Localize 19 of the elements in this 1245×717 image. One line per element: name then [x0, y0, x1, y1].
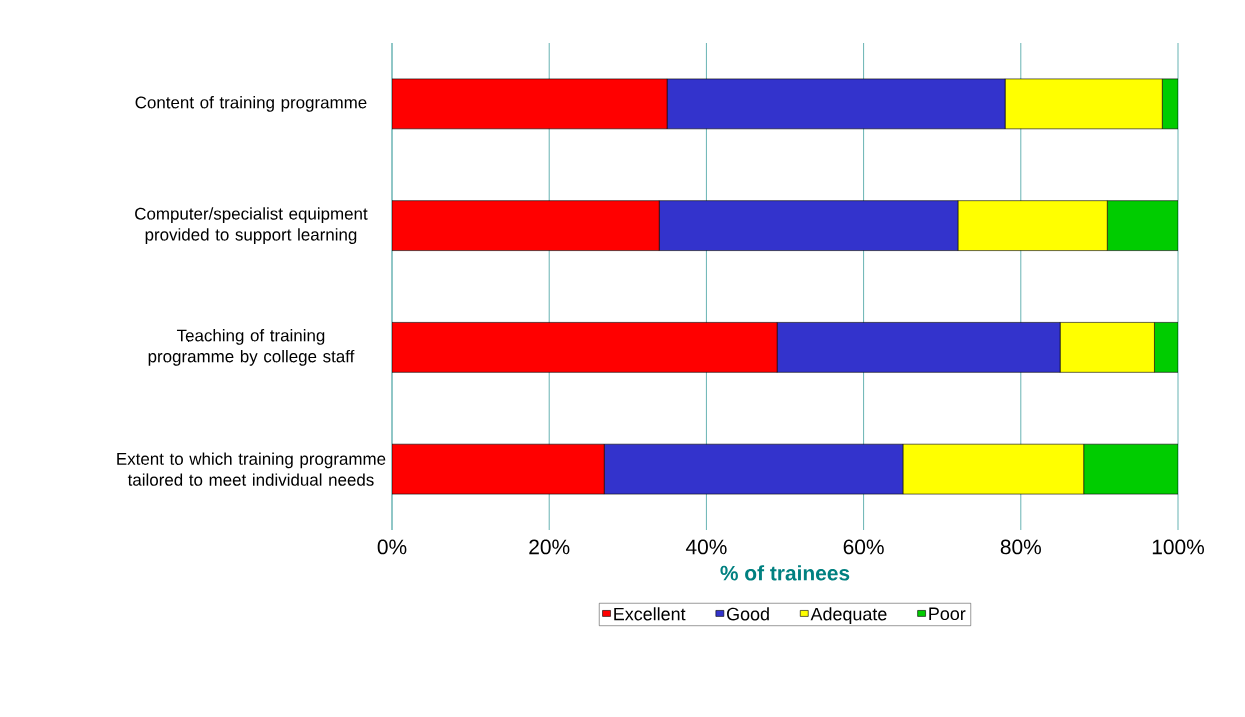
x-tick-label: 40%	[685, 539, 727, 555]
x-tick-label: 60%	[843, 539, 884, 555]
bar	[392, 78, 668, 130]
y-tick-label: Content of training programme	[135, 95, 367, 112]
y-tick-label: Teaching of training programme by college staff	[148, 329, 355, 366]
legend-label: Good	[727, 607, 769, 621]
legend-label: Adequate	[810, 607, 887, 624]
x-axis-title: % of trainees	[720, 565, 850, 581]
x-tick-label: 100%	[1152, 539, 1205, 555]
x-tick-label: 80%	[1000, 539, 1041, 555]
legend-label: Poor	[929, 607, 966, 621]
x-tick-label: 20%	[529, 539, 570, 555]
bar	[392, 200, 660, 251]
bar	[392, 443, 605, 495]
bar	[392, 322, 778, 373]
y-tick-label: Extent to which training programme tailored to meet individual needs	[117, 452, 386, 486]
x-tick-label: 0%	[377, 539, 407, 555]
legend-label: Excellent	[614, 607, 686, 621]
y-tick-label: Computer/specialist equipment provided to support learning	[135, 207, 368, 244]
